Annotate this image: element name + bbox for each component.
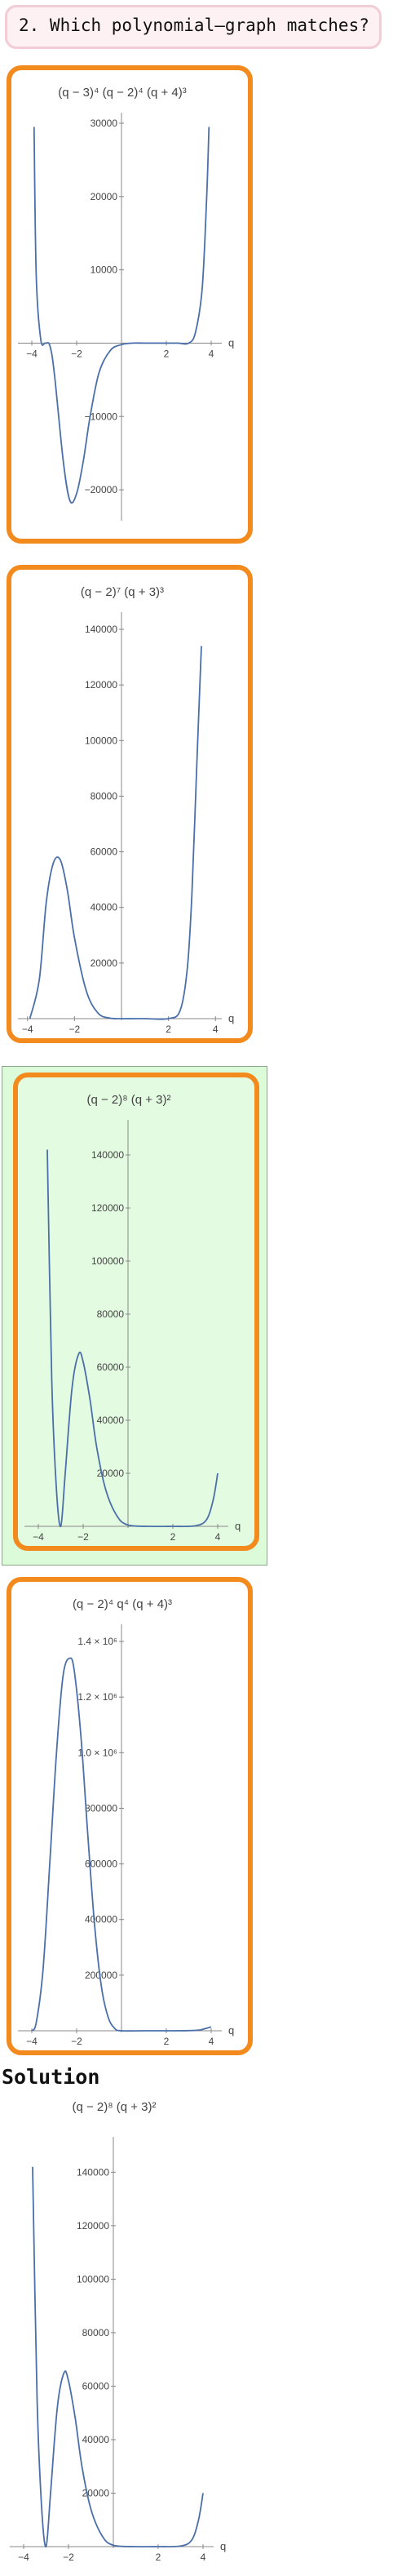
y-tick-label: 1.2 × 10⁶ [77, 1691, 117, 1703]
y-tick-label: 20000 [91, 191, 118, 202]
x-tick-label: −4 [22, 1024, 33, 1035]
y-tick-label: 20000 [97, 1468, 125, 1479]
x-tick-label: −4 [18, 2552, 29, 2563]
x-tick-label: 2 [164, 348, 170, 359]
y-tick-label: 140000 [85, 624, 117, 635]
x-tick-label: −4 [33, 1531, 44, 1543]
option-card-1[interactable] [7, 65, 253, 544]
x-tick-label: 2 [156, 2552, 161, 2563]
series-line [29, 646, 202, 1020]
y-tick-label: 100000 [77, 2273, 109, 2285]
y-tick-label: 120000 [91, 1202, 124, 1214]
y-tick-label: 20000 [91, 957, 118, 969]
y-tick-label: 600000 [85, 1859, 117, 1870]
series-line [31, 1657, 212, 2032]
y-tick-label: 800000 [85, 1802, 117, 1814]
y-tick-label: 60000 [82, 2380, 110, 2392]
y-tick-label: 20000 [82, 2487, 110, 2498]
y-tick-label: 1.0 × 10⁶ [77, 1747, 117, 1758]
option-card-3[interactable] [13, 1073, 259, 1551]
x-tick-label: 2 [170, 1531, 176, 1543]
x-axis-label: q [235, 1520, 241, 1532]
option-1-plot: (q − 3)⁴ (q − 2)⁴ (q + 4)³ q −4 −2 2 4 −20000 −… [18, 86, 234, 521]
y-tick-label: 1.4 × 10⁶ [77, 1636, 117, 1647]
x-tick-label: 4 [213, 1024, 219, 1035]
option-card-4[interactable] [7, 1577, 253, 2055]
x-tick-label: −4 [26, 348, 38, 359]
y-tick-label: 120000 [85, 679, 117, 691]
chart-title: (q − 2)⁴ q⁴ (q + 4)³ [73, 1597, 172, 1611]
x-tick-label: 2 [164, 2036, 170, 2047]
y-tick-label: 80000 [82, 2327, 110, 2338]
y-tick-label: 40000 [91, 902, 118, 913]
y-tick-label: 40000 [82, 2434, 110, 2445]
x-tick-label: −2 [77, 1531, 89, 1543]
x-tick-label: −2 [69, 1024, 81, 1035]
chart-title: (q − 2)⁷ (q + 3)³ [81, 585, 164, 599]
x-tick-label: −2 [63, 2552, 74, 2563]
question-box: 2. Which polynomial–graph matches? [5, 5, 382, 49]
y-tick-label: −20000 [85, 484, 118, 495]
x-axis-label: q [220, 2540, 226, 2552]
y-tick-label: 400000 [85, 1914, 117, 1925]
option-card-2[interactable] [7, 565, 253, 1043]
y-tick-label: 120000 [77, 2220, 109, 2232]
solution-heading: Solution [2, 2065, 100, 2089]
series-line [32, 2166, 204, 2548]
x-tick-label: −2 [71, 348, 82, 359]
question-text: 2. Which polynomial–graph matches? [19, 16, 369, 35]
chart-title: (q − 2)⁸ (q + 3)² [86, 1093, 170, 1107]
x-axis-label: q [228, 2024, 234, 2036]
series-line [33, 127, 210, 504]
chart-title: (q − 2)⁸ (q + 3)² [72, 2100, 156, 2114]
y-tick-label: 60000 [91, 846, 118, 858]
y-tick-label: 60000 [97, 1361, 125, 1373]
y-tick-label: 30000 [91, 118, 118, 129]
option-3-plot: (q − 2)⁸ (q + 3)² q −4 −2 2 4 20000 40000 60000 8… [24, 1093, 241, 1543]
y-tick-label: 140000 [91, 1149, 124, 1161]
x-tick-label: −2 [71, 2036, 82, 2047]
x-tick-label: 4 [209, 348, 214, 359]
y-tick-label: 40000 [97, 1415, 125, 1426]
solution-plot: (q − 2)⁸ (q + 3)² q −4 −2 2 4 20000 40000 60000 8… [10, 2100, 226, 2563]
y-tick-label: 80000 [97, 1308, 125, 1320]
y-tick-label: 100000 [91, 1255, 124, 1267]
x-axis-label: q [228, 1012, 234, 1024]
chart-title: (q − 3)⁴ (q − 2)⁴ (q + 4)³ [58, 86, 187, 100]
x-tick-label: −4 [26, 2036, 38, 2047]
y-tick-label: 200000 [85, 1970, 117, 1981]
option-4-plot: (q − 2)⁴ q⁴ (q + 4)³ q −4 −2 2 4 200000 400000 6… [18, 1597, 234, 2047]
x-axis-label: q [228, 336, 234, 349]
y-tick-label: 80000 [91, 790, 118, 802]
series-line [46, 1149, 219, 1528]
x-tick-label: 4 [201, 2552, 206, 2563]
x-tick-label: 4 [215, 1531, 221, 1543]
x-tick-label: 2 [166, 1024, 171, 1035]
y-tick-label: 140000 [77, 2166, 109, 2178]
y-tick-label: 10000 [91, 264, 118, 276]
option-2-plot: (q − 2)⁷ (q + 3)³ q −4 −2 2 4 20000 40000 60000 8… [18, 585, 234, 1035]
y-tick-label: 100000 [85, 735, 117, 746]
y-tick-label: −10000 [85, 411, 118, 422]
x-tick-label: 4 [209, 2036, 214, 2047]
